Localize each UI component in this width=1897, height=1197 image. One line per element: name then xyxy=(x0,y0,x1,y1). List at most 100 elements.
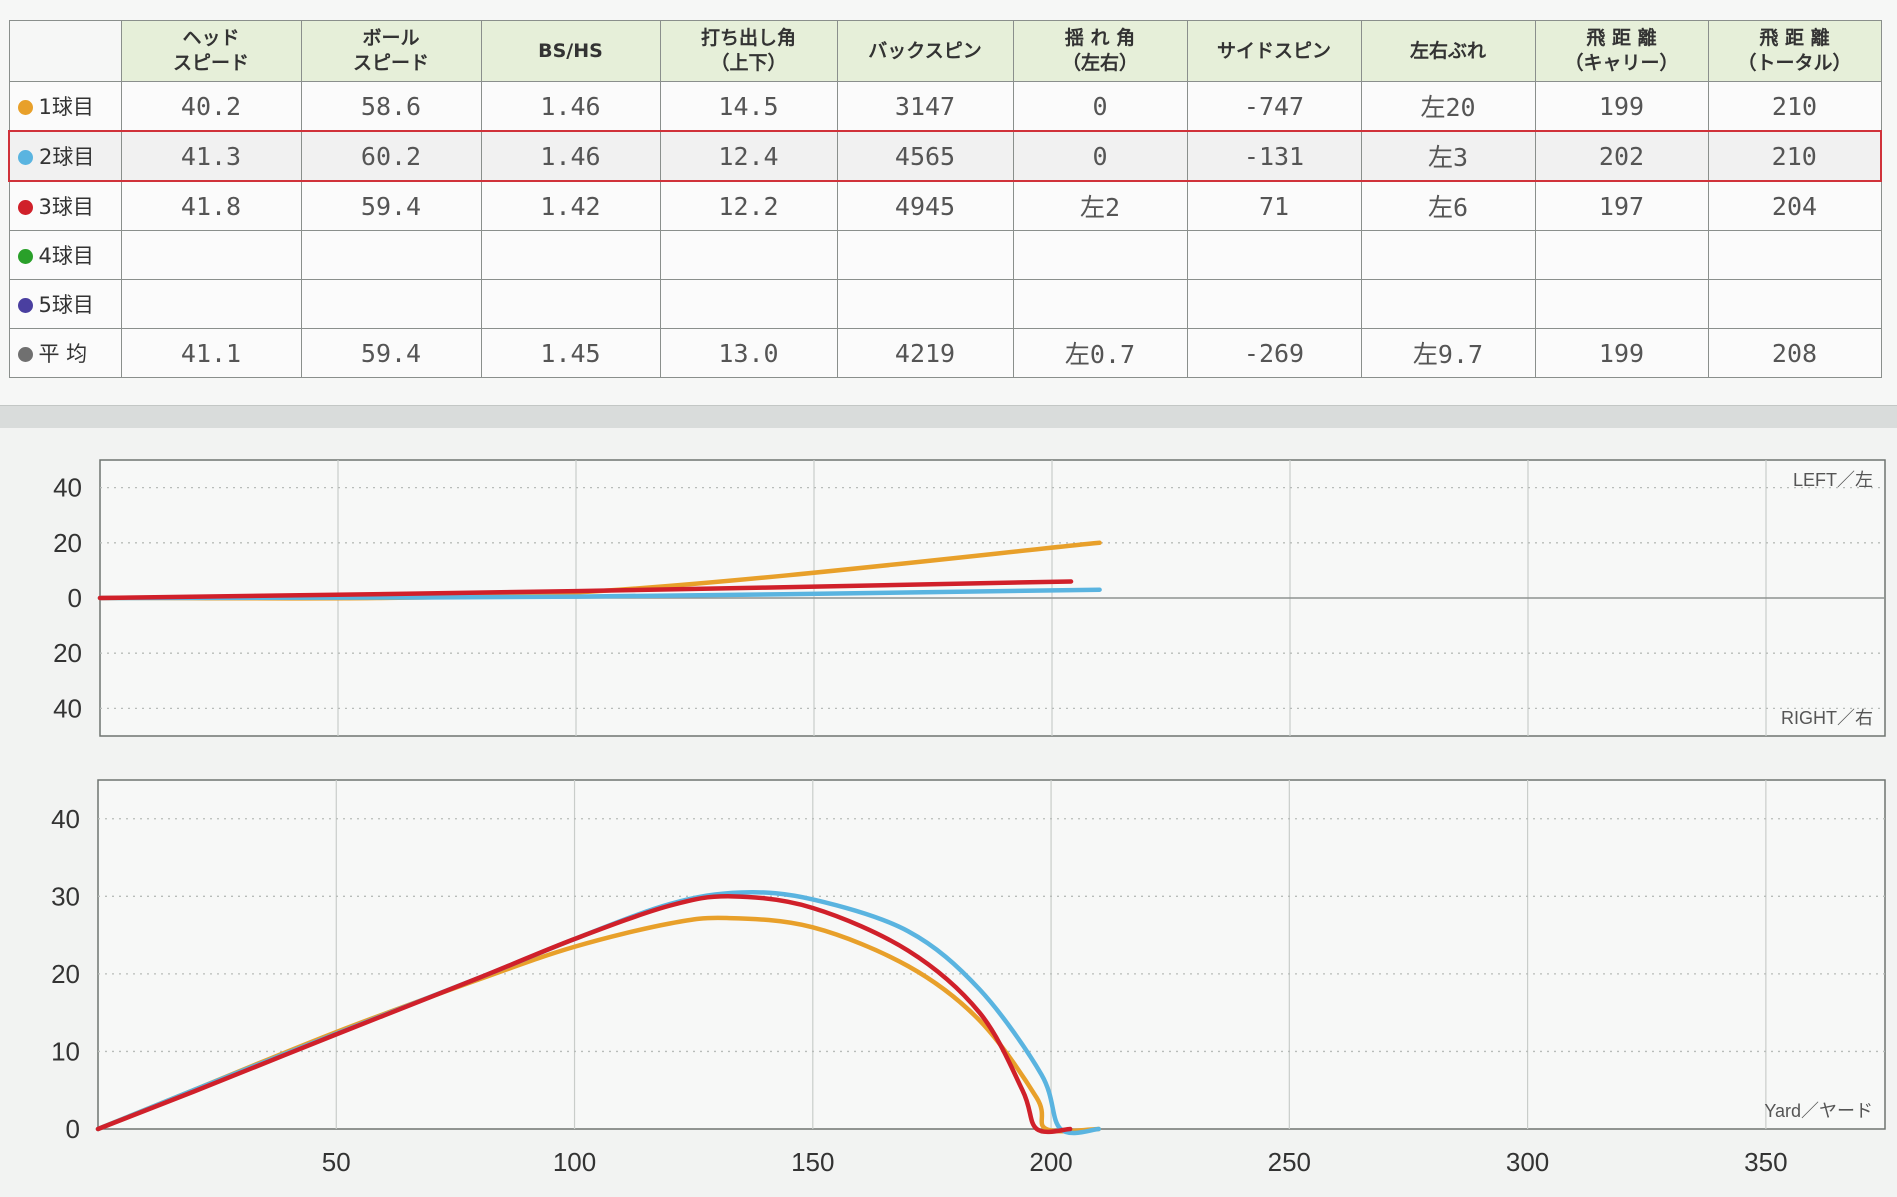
x-tick-label: 250 xyxy=(1268,1147,1311,1177)
x-tick-label: 50 xyxy=(322,1147,351,1177)
table-cell: 4219 xyxy=(836,328,1014,378)
table-cell: 71 xyxy=(1186,180,1362,231)
table-cell xyxy=(1707,279,1882,329)
table-cell: 41.1 xyxy=(120,328,302,378)
table-cell: 41.8 xyxy=(120,180,302,231)
table-cell xyxy=(1707,230,1882,280)
table-cell xyxy=(1360,279,1536,329)
ball-color-dot-icon xyxy=(17,249,33,264)
row-label: 平 均 xyxy=(8,328,122,378)
table-cell xyxy=(1534,230,1709,280)
y-tick-label: 0 xyxy=(68,583,82,613)
table-cell: 左2 xyxy=(1012,180,1188,231)
shot-trajectory-line xyxy=(97,579,1074,601)
table-header-row: ヘッド スピード ボール スピード BS/HS 打ち出し角 （上下） バックスピン揺 れ 角（… xyxy=(8,20,1882,82)
column-header: サイドスピン xyxy=(1186,20,1362,82)
y-tick-label: 40 xyxy=(51,804,80,834)
column-header: ボール スピード xyxy=(300,20,482,82)
table-cell: 60.2 xyxy=(300,130,482,182)
table-cell: 197 xyxy=(1534,180,1709,231)
ball-color-dot-icon xyxy=(17,200,33,215)
table-cell xyxy=(300,230,482,280)
x-tick-label: 200 xyxy=(1029,1147,1072,1177)
trajectory-charts-panel: 40 20 0 20 40 LEFT／左 RIGHT／右 40 30 20 10 0 50 100 150… xyxy=(0,428,1897,1197)
table-cell xyxy=(1186,230,1362,280)
ball-color-dot-icon xyxy=(18,150,33,165)
ball-color-dot-icon xyxy=(17,347,33,362)
table-row[interactable]: 5球目 xyxy=(8,279,1882,329)
table-cell: 1.42 xyxy=(480,180,661,231)
y-tick-label: 20 xyxy=(53,638,82,668)
table-row[interactable]: 3球目 41.8 59.4 1.42 12.2 4945 左2 71 左6 197 204 xyxy=(8,180,1882,231)
row-label: 3球目 xyxy=(8,180,122,231)
top-view-chart: 40 20 0 20 40 LEFT／左 RIGHT／右 xyxy=(53,459,1886,737)
column-header: 打ち出し角 （上下） xyxy=(659,20,838,82)
table-cell: 0 xyxy=(1012,130,1188,182)
table-row[interactable]: 4球目 xyxy=(8,230,1882,280)
table-cell: 210 xyxy=(1707,130,1882,182)
table-cell: 12.2 xyxy=(659,180,838,231)
table-cell: 左6 xyxy=(1360,180,1536,231)
y-tick-label: 10 xyxy=(51,1036,80,1066)
table-row[interactable]: 2球目 41.3 60.2 1.46 12.4 4565 0 -131 左3 202 210 xyxy=(8,130,1882,182)
table-cell: -269 xyxy=(1186,328,1362,378)
table-cell: 59.4 xyxy=(300,328,482,378)
table-cell: 4565 xyxy=(836,130,1014,182)
x-tick-label: 300 xyxy=(1506,1147,1549,1177)
table-cell: 1.45 xyxy=(480,328,661,378)
table-cell: 202 xyxy=(1534,130,1709,182)
column-header: 左右ぶれ xyxy=(1360,20,1536,82)
panel-divider xyxy=(0,405,1897,429)
corner-label: Yard／ヤード xyxy=(1764,1101,1873,1121)
table-cell xyxy=(659,230,838,280)
table-cell: 14.5 xyxy=(659,81,838,132)
table-cell: 208 xyxy=(1707,328,1882,378)
shot-data-table: ヘッド スピード ボール スピード BS/HS 打ち出し角 （上下） バックスピン揺 れ 角（… xyxy=(8,20,1882,378)
y-tick-label: 20 xyxy=(51,959,80,989)
y-tick-label: 0 xyxy=(66,1114,80,1144)
table-cell xyxy=(120,279,302,329)
table-cell: 210 xyxy=(1707,81,1882,132)
table-cell: 左3 xyxy=(1360,130,1536,182)
corner-label: RIGHT／右 xyxy=(1781,708,1873,728)
table-cell: 58.6 xyxy=(300,81,482,132)
table-cell xyxy=(300,279,482,329)
ball-color-dot-icon xyxy=(17,100,33,115)
shot-trajectory-line xyxy=(95,894,1073,1135)
table-cell: -131 xyxy=(1186,130,1362,182)
column-header: BS/HS xyxy=(480,20,661,82)
table-cell xyxy=(659,279,838,329)
table-cell: 204 xyxy=(1707,180,1882,231)
column-header: 揺 れ 角（左右） xyxy=(1012,20,1188,82)
row-label: 5球目 xyxy=(8,279,122,329)
table-cell: 199 xyxy=(1534,328,1709,378)
table-cell xyxy=(1360,230,1536,280)
table-row[interactable]: 1球目 40.2 58.6 1.46 14.5 3147 0 -747 左20 199 210 xyxy=(8,81,1882,132)
ball-color-dot-icon xyxy=(17,298,33,313)
x-tick-label: 350 xyxy=(1744,1147,1787,1177)
shot-data-panel: ヘッド スピード ボール スピード BS/HS 打ち出し角 （上下） バックスピン揺 れ 角（… xyxy=(0,0,1897,405)
plot-area xyxy=(97,779,1886,1130)
table-cell: 59.4 xyxy=(300,180,482,231)
column-header: 飛 距 離（トータル） xyxy=(1707,20,1882,82)
y-tick-label: 20 xyxy=(53,528,82,558)
row-label: 4球目 xyxy=(8,230,122,280)
table-cell xyxy=(1534,279,1709,329)
y-tick-label: 30 xyxy=(51,881,80,911)
table-cell: 12.4 xyxy=(659,130,838,182)
column-header: バックスピン xyxy=(836,20,1014,82)
table-cell: 13.0 xyxy=(659,328,838,378)
header-corner xyxy=(8,20,122,82)
table-cell: 199 xyxy=(1534,81,1709,132)
table-row[interactable]: 平 均 41.1 59.4 1.45 13.0 4219 左0.7 -269 左9.7 199 20… xyxy=(8,328,1882,378)
table-cell: 0 xyxy=(1012,81,1188,132)
table-cell: 3147 xyxy=(836,81,1014,132)
row-label: 1球目 xyxy=(8,81,122,132)
table-cell: 1.46 xyxy=(480,81,661,132)
y-tick-label: 40 xyxy=(53,473,82,503)
table-cell xyxy=(1186,279,1362,329)
table-cell: 1.46 xyxy=(480,130,661,182)
table-cell xyxy=(480,230,661,280)
table-cell xyxy=(836,279,1014,329)
